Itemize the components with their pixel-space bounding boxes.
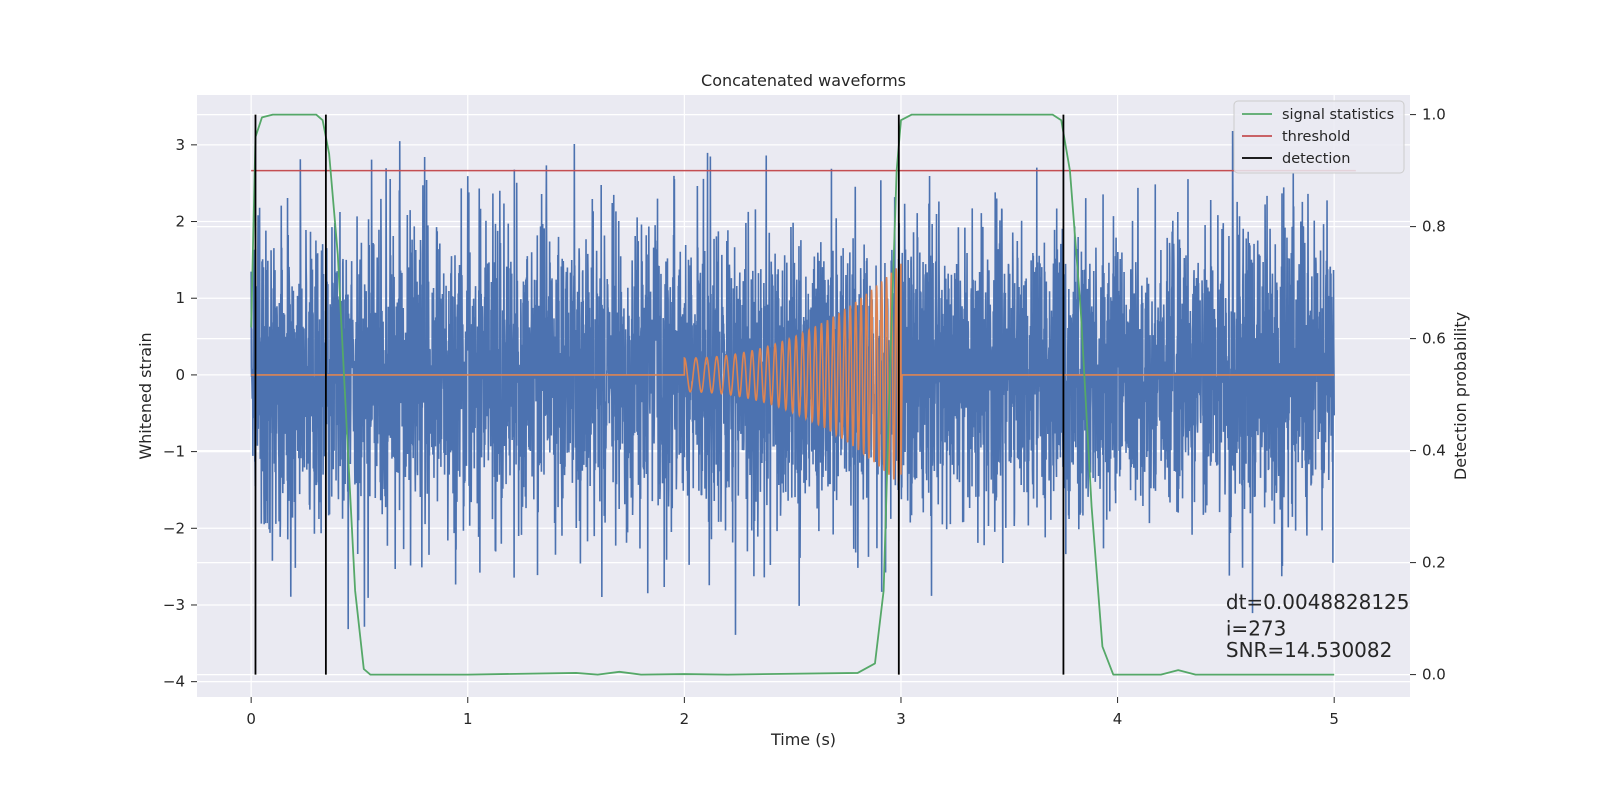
y2-tick-label: 0.6 bbox=[1422, 330, 1446, 348]
y-tick-label: −4 bbox=[163, 673, 185, 691]
legend-label: signal statistics bbox=[1282, 107, 1394, 123]
signal-statistics-line bbox=[250, 113, 1335, 676]
y-tick-label: −2 bbox=[163, 519, 185, 537]
annotation-text: SNR=14.530082 bbox=[1226, 638, 1392, 662]
legend-box bbox=[1233, 100, 1405, 174]
y-tick-label: −1 bbox=[163, 443, 185, 461]
y2-axis-label: Detection probability bbox=[1451, 312, 1470, 480]
legend-label: detection bbox=[1282, 151, 1350, 167]
chirp-series bbox=[251, 263, 1335, 484]
x-axis-label: Time (s) bbox=[770, 730, 836, 749]
y-axis-label: Whitened strain bbox=[136, 332, 155, 459]
x-tick-label: 3 bbox=[896, 710, 906, 728]
x-tick-label: 4 bbox=[1113, 710, 1123, 728]
chart-title: Concatenated waveforms bbox=[701, 71, 906, 90]
y2-tick-label: 1.0 bbox=[1422, 106, 1446, 124]
y-axis-right: 0.0 0.2 0.4 0.6 0.8 1.0 bbox=[1410, 106, 1446, 684]
y2-tick-label: 0.2 bbox=[1422, 554, 1446, 572]
x-tick-label: 1 bbox=[463, 710, 473, 728]
x-axis: 0 1 2 3 4 5 bbox=[246, 697, 1339, 728]
noise-series bbox=[250, 131, 1335, 635]
y-tick-label: 1 bbox=[175, 289, 185, 307]
legend-label: threshold bbox=[1282, 129, 1350, 145]
series-layer bbox=[250, 113, 1356, 676]
y-tick-label: 0 bbox=[175, 366, 185, 384]
annotation-text: dt=0.0048828125 bbox=[1226, 590, 1410, 614]
x-tick-label: 5 bbox=[1329, 710, 1339, 728]
y-tick-label: 2 bbox=[175, 213, 185, 231]
y-tick-label: 3 bbox=[175, 136, 185, 154]
legend: signal statistics threshold detection bbox=[1233, 100, 1405, 174]
y-tick-label: −3 bbox=[163, 596, 185, 614]
y2-tick-label: 0.8 bbox=[1422, 218, 1446, 236]
x-tick-label: 0 bbox=[246, 710, 256, 728]
y-axis-left: −4 −3 −2 −1 0 1 2 3 bbox=[163, 136, 197, 691]
y2-tick-label: 0.0 bbox=[1422, 666, 1446, 684]
x-tick-label: 2 bbox=[680, 710, 690, 728]
annotation-text: i=273 bbox=[1226, 617, 1287, 641]
y2-tick-label: 0.4 bbox=[1422, 442, 1446, 460]
